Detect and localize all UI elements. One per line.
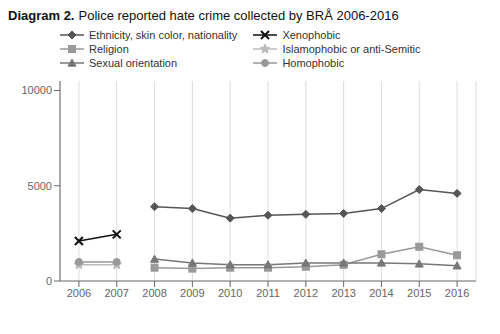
svg-text:2009: 2009: [180, 287, 204, 299]
html-text:Ethnicity, skin color, nationa: Ethnicity, skin color, nationality: [89, 29, 238, 41]
html-text:Homophobic: Homophobic: [282, 57, 345, 69]
svg-text:10000: 10000: [21, 84, 52, 96]
svg-text:2010: 2010: [218, 287, 242, 299]
svg-text:2006: 2006: [67, 287, 91, 299]
svg-text:5000: 5000: [28, 180, 52, 192]
svg-text:2016: 2016: [445, 287, 469, 299]
svg-text:2015: 2015: [407, 287, 431, 299]
svg-text:2007: 2007: [104, 287, 128, 299]
html-text:Religion: Religion: [89, 43, 129, 55]
html-text:Diagram 2. Police reported hat: Diagram 2. Police reported hate crime co…: [8, 8, 399, 23]
svg-text:2013: 2013: [331, 287, 355, 299]
svg-text:0: 0: [46, 275, 52, 287]
html-text:Xenophobic: Xenophobic: [282, 29, 341, 41]
svg-text:2011: 2011: [256, 287, 280, 299]
svg-text:2014: 2014: [369, 287, 393, 299]
svg-text:2008: 2008: [142, 287, 166, 299]
html-text:Sexual orientation: Sexual orientation: [89, 57, 178, 69]
html-text:Islamophobic or anti-Semitic: Islamophobic or anti-Semitic: [282, 43, 421, 55]
svg-text:2012: 2012: [294, 287, 318, 299]
